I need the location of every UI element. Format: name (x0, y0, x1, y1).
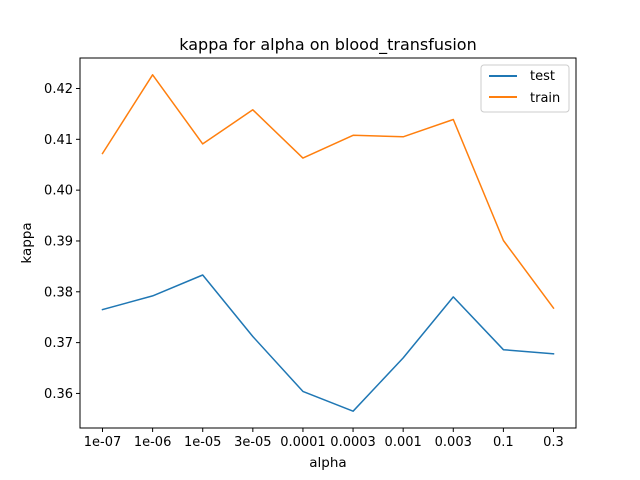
y-tick-label: 0.39 (44, 234, 73, 249)
plot-frame (79, 57, 577, 429)
x-tick-label: 1e-05 (184, 435, 222, 450)
legend-label-test: test (530, 69, 555, 84)
x-tick-label: 0.001 (385, 435, 422, 450)
x-tick-label: 0.1 (493, 435, 514, 450)
y-tick-label: 0.40 (44, 184, 73, 199)
x-tick-label: 0.3 (543, 435, 564, 450)
x-tick-label: 0.0001 (280, 435, 326, 450)
y-tick-label: 0.37 (44, 336, 73, 351)
chart-title: kappa for alpha on blood_transfusion (179, 35, 476, 55)
x-tick-label: 1e-07 (84, 435, 122, 450)
series-line-test (101, 274, 555, 412)
y-tick-label: 0.42 (44, 82, 73, 97)
x-axis-label: alpha (309, 455, 346, 471)
x-tick-label: 3e-05 (234, 435, 272, 450)
series-line-train (101, 74, 555, 310)
y-tick-label: 0.36 (44, 387, 73, 402)
y-axis-label: kappa (19, 222, 35, 263)
legend: test train (480, 64, 570, 113)
legend-label-train: train (530, 91, 560, 106)
x-tick-label: 0.0003 (330, 435, 376, 450)
x-tick-label: 0.003 (435, 435, 472, 450)
plot-lines (101, 74, 555, 412)
x-tick-label: 1e-06 (134, 435, 172, 450)
axis-ticks: 1e-07 1e-06 1e-05 3e-05 0.0001 0.0003 0.001 0.0… (44, 82, 564, 450)
y-tick-label: 0.41 (44, 133, 73, 148)
y-tick-label: 0.38 (44, 285, 73, 300)
